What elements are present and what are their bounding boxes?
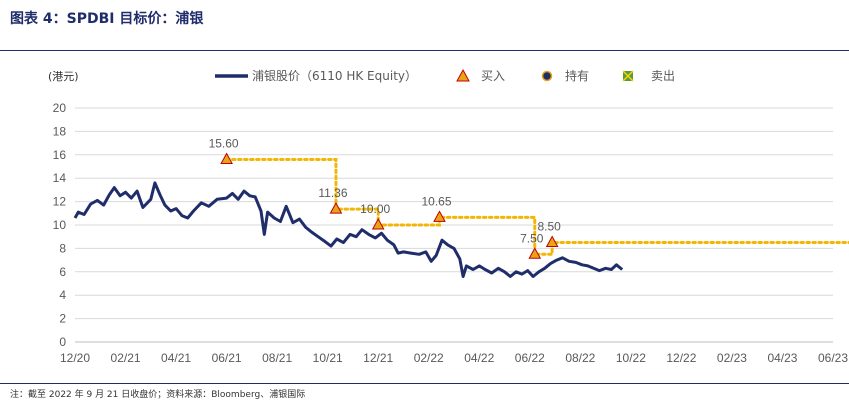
- legend-hold-label: 持有: [565, 68, 589, 83]
- buy-marker: [329, 202, 343, 214]
- x-tick-label: 02/22: [414, 351, 444, 365]
- x-tick-label: 04/23: [767, 351, 797, 365]
- x-tick-label: 08/21: [262, 351, 292, 365]
- x-tick-label: 02/21: [111, 351, 141, 365]
- y-tick-label: 10: [53, 218, 67, 232]
- legend-buy-label: 买入: [481, 69, 505, 83]
- y-tick-label: 0: [59, 335, 66, 349]
- target-label: 15.60: [209, 136, 239, 150]
- y-tick-label: 20: [53, 101, 67, 115]
- target-label: 11.36: [318, 186, 347, 200]
- target-label: 8.50: [537, 220, 561, 234]
- x-tick-label: 06/22: [515, 351, 545, 365]
- x-tick-label: 12/20: [60, 351, 90, 365]
- x-axis: 12/20 02/21 04/21 06/21 08/21 10/21 12/21 02/22…: [60, 351, 848, 365]
- x-tick-label: 10/21: [313, 351, 343, 365]
- x-tick-label: 06/23: [818, 351, 848, 365]
- chart: (港元) 浦银股价（6110 HK Equity） 买入 持有 卖出 0 2 4 6 8…: [48, 68, 849, 365]
- legend-sell-label: 卖出: [651, 69, 675, 83]
- target-label: 7.50: [520, 231, 544, 245]
- y-tick-label: 8: [59, 241, 66, 255]
- target-labels: 15.60 11.36 10.00 10.65 7.508.50: [209, 136, 562, 245]
- footnote: 注：截至 2022 年 9 月 21 日收盘价；资料来源：Bloomberg、浦…: [10, 390, 306, 400]
- target-markers: [220, 152, 559, 259]
- y-tick-label: 2: [59, 312, 66, 326]
- y-tick-label: 14: [53, 171, 67, 185]
- legend-sell-cross: [622, 70, 634, 82]
- x-tick-label: 02/23: [717, 351, 747, 365]
- legend-buy-marker: [456, 68, 470, 82]
- price-line: [73, 181, 624, 278]
- buy-marker: [220, 152, 233, 164]
- title-rule: [0, 50, 849, 51]
- y-unit-label: (港元): [48, 70, 79, 83]
- y-axis: 0 2 4 6 8 10 12 14 16 18 20: [53, 101, 67, 349]
- legend-price-label: 浦银股价（6110 HK Equity）: [252, 69, 417, 83]
- buy-marker: [371, 217, 385, 230]
- buy-marker: [545, 235, 559, 248]
- figure-title: 图表 4：SPDBI 目标价：浦银: [10, 11, 204, 27]
- x-tick-label: 06/21: [212, 351, 242, 365]
- x-tick-label: 08/22: [565, 351, 595, 365]
- y-tick-label: 6: [59, 265, 66, 279]
- x-tick-label: 04/22: [464, 351, 494, 365]
- x-tick-label: 12/21: [363, 351, 393, 365]
- buy-marker: [433, 210, 446, 222]
- x-tick-label: 12/22: [666, 351, 696, 365]
- legend-hold-marker: [541, 70, 553, 82]
- x-tick-label: 10/22: [616, 351, 646, 365]
- y-tick-label: 18: [53, 124, 67, 138]
- y-tick-label: 16: [53, 148, 67, 162]
- target-label: 10.00: [360, 202, 390, 216]
- target-label: 10.65: [421, 194, 451, 208]
- gridlines: [75, 107, 833, 343]
- buy-marker: [528, 247, 542, 259]
- y-tick-label: 12: [53, 195, 67, 209]
- footer-rule: [0, 383, 849, 384]
- price-series: [73, 181, 624, 278]
- legend: 浦银股价（6110 HK Equity） 买入 持有 卖出: [215, 68, 675, 83]
- x-tick-label: 04/21: [161, 351, 191, 365]
- y-tick-label: 4: [59, 288, 66, 302]
